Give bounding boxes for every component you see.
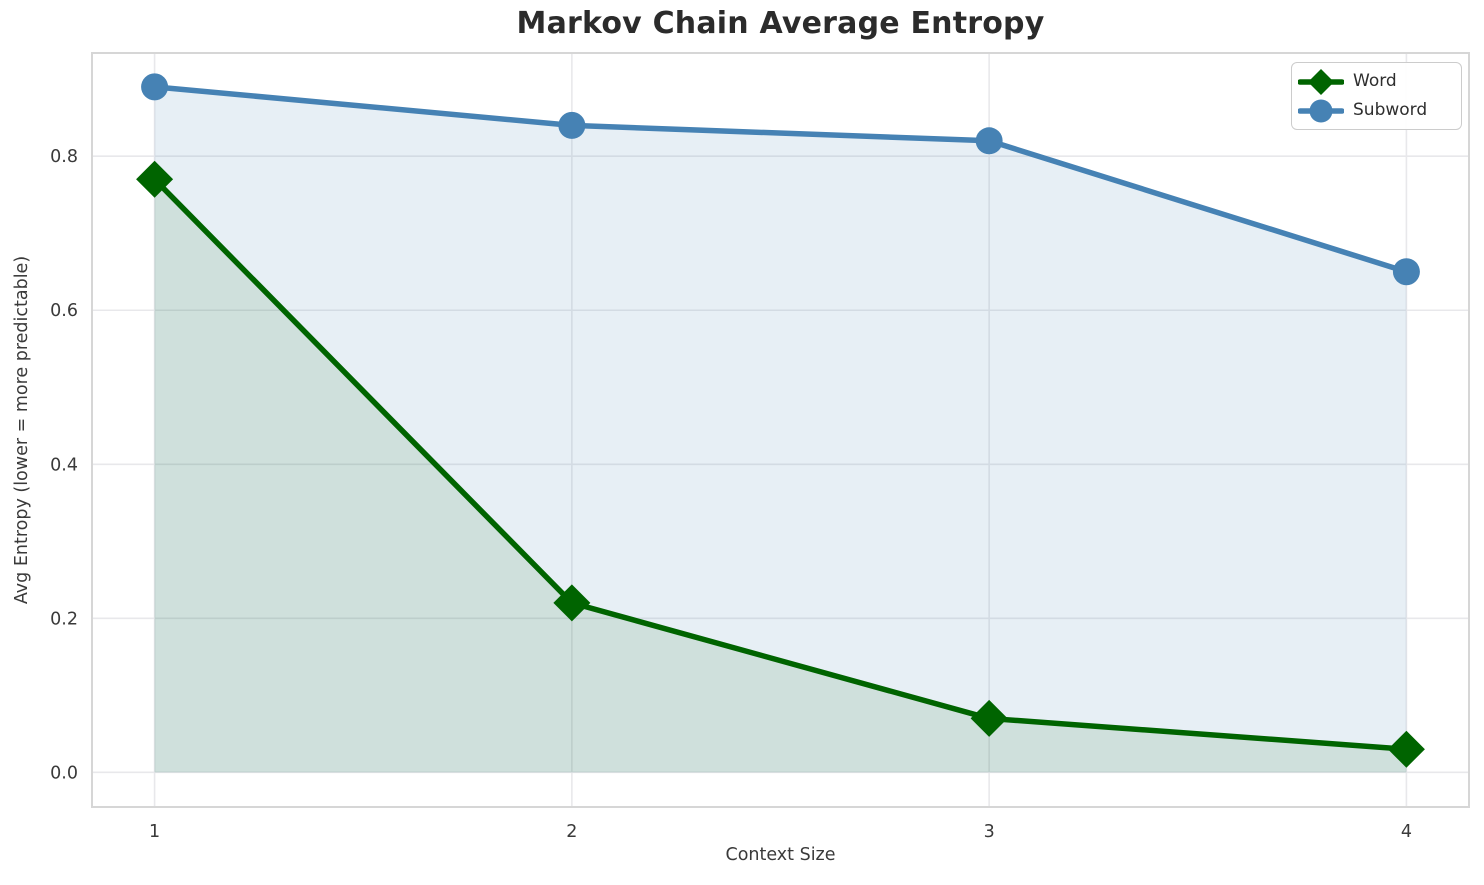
legend-label-word: Word (1353, 71, 1397, 91)
word-line (151, 176, 1410, 752)
x-tick-label: 1 (149, 822, 160, 842)
subword-circle-icon (1309, 99, 1333, 122)
y-axis-label: Avg Entropy (lower = more predictable) (12, 255, 32, 605)
y-tick-label: 0.2 (50, 609, 78, 629)
x-tick-label: 4 (1401, 822, 1412, 842)
word-data-point (136, 160, 174, 198)
word-data-point (553, 584, 591, 622)
subword-area (154, 86, 1407, 773)
word-line-marker-sample (1298, 68, 1344, 95)
tick-labels: 0.0 0.2 0.4 0.6 0.8 1 2 3 4 (50, 147, 1412, 842)
chart-title: Markov Chain Average Entropy (516, 6, 1045, 41)
subword-line-marker-sample (1298, 99, 1344, 122)
legend-label-subword: Subword (1353, 100, 1428, 120)
legend: Word Subword (1291, 62, 1462, 130)
subword-data-point (558, 111, 586, 139)
legend-item-word: Word (1298, 67, 1451, 96)
x-tick-label: 2 (566, 822, 577, 842)
plot-border (91, 52, 1470, 808)
x-tick-label: 3 (984, 822, 995, 842)
y-tick-label: 0.0 (50, 763, 78, 783)
y-tick-label: 0.6 (50, 301, 78, 321)
legend-item-subword: Subword (1298, 96, 1451, 125)
subword-data-point (1392, 258, 1420, 286)
y-tick-label: 0.8 (50, 147, 78, 167)
word-markers (136, 160, 1425, 768)
word-data-point (1387, 730, 1425, 768)
subword-data-point (141, 73, 169, 101)
x-axis-label: Context Size (725, 845, 836, 865)
word-data-point (970, 699, 1008, 737)
subword-markers (141, 73, 1420, 286)
subword-line (151, 84, 1410, 275)
subword-data-point (975, 127, 1003, 155)
word-diamond-icon (1308, 68, 1334, 95)
y-tick-label: 0.4 (50, 455, 78, 475)
gridlines (92, 53, 1469, 807)
word-area (154, 179, 1407, 773)
